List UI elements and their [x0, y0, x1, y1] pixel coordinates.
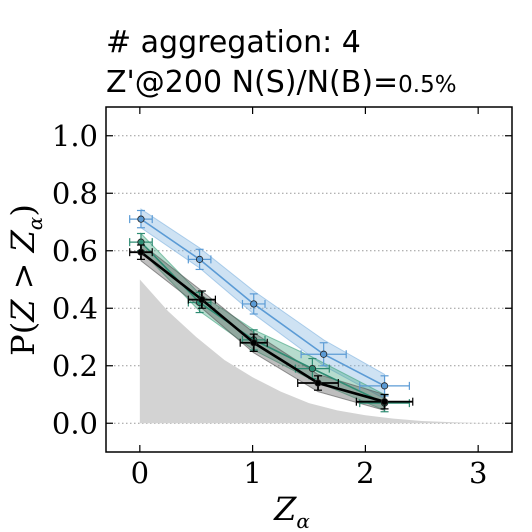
title-line-2: Z'@200 N(S)/N(B)=0.5% [106, 65, 457, 100]
x-tick-label: 3 [469, 456, 487, 490]
series-1-point [250, 300, 258, 308]
x-tick-label: 0 [131, 456, 149, 490]
y-tick-label: 0.6 [52, 234, 98, 268]
y-tick-label: 0.4 [52, 291, 98, 325]
series-layer [129, 209, 414, 413]
series-3-point [198, 296, 206, 304]
series-3-point [137, 248, 145, 256]
svg-text:Zα: Zα [273, 490, 310, 532]
x-axis-label-main: Z [273, 490, 297, 528]
series-3-point [380, 398, 389, 406]
background-layer [139, 279, 513, 424]
y-axis-label-gt: > [4, 252, 42, 299]
series-1-point [137, 215, 145, 223]
y-axis-label: P(Z > Zα) [4, 204, 47, 356]
y-tick-label: 1.0 [52, 119, 98, 153]
series-2-point [308, 365, 316, 373]
title-line-2-main: Z'@200 N(S)/N(B)= [106, 65, 398, 100]
y-tick-label: 0.0 [52, 406, 98, 440]
series-1-point [196, 255, 204, 263]
series-1-point [380, 382, 389, 390]
y-axis-label-suffix: ) [4, 204, 42, 216]
background-expectation [139, 279, 513, 424]
title-line-2-suffix: 0.5% [398, 72, 456, 98]
tick-layer: 0.0 0.2 0.4 0.6 0.8 1.0 0 1 2 3 [52, 107, 512, 490]
series-1-point [320, 350, 328, 358]
x-tick-label: 1 [243, 456, 261, 490]
x-tick-label: 2 [356, 456, 374, 490]
x-axis-label-sub: α [296, 509, 310, 532]
y-axis-label-z: Z [4, 299, 42, 323]
plot-frame [105, 106, 513, 453]
title-line-1: # aggregation: 4 [106, 25, 361, 60]
series-3-point [314, 379, 322, 387]
y-axis-label-prefix: P( [4, 322, 42, 356]
series-3-point [250, 339, 258, 347]
chart-title: # aggregation: 4 Z'@200 N(S)/N(B)=0.5% [106, 25, 457, 100]
y-axis-label-sub: α [23, 216, 47, 230]
x-axis-label: Zα [273, 490, 310, 532]
series-2-point [137, 238, 145, 246]
y-tick-label: 0.8 [52, 176, 98, 210]
svg-text:P(Z > Zα): P(Z > Zα) [4, 204, 47, 356]
plot-area: 0.0 0.2 0.4 0.6 0.8 1.0 0 1 2 3 [52, 106, 513, 490]
y-axis-label-z2: Z [4, 229, 42, 253]
y-tick-label: 0.2 [52, 349, 98, 383]
